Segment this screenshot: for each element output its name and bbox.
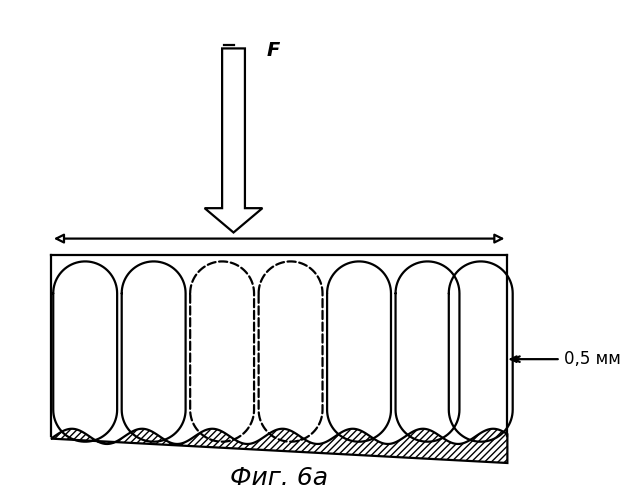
- Polygon shape: [205, 48, 263, 232]
- Text: Фиг. 6а: Фиг. 6а: [230, 466, 328, 489]
- Text: 0,5 мм: 0,5 мм: [564, 350, 621, 368]
- Text: F: F: [266, 41, 280, 60]
- Polygon shape: [51, 429, 507, 463]
